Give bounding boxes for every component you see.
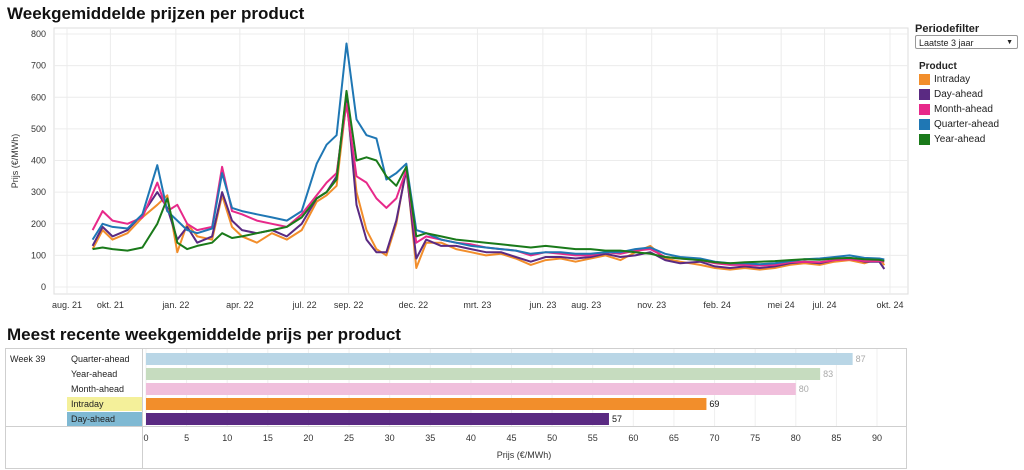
week-label: Week 39 bbox=[10, 354, 45, 364]
bar-day-ahead bbox=[146, 413, 609, 425]
x-tick-label: apr. 22 bbox=[226, 300, 254, 310]
legend-label: Intraday bbox=[934, 74, 971, 86]
legend-item[interactable]: Day-ahead bbox=[919, 89, 983, 101]
y-tick-label: 700 bbox=[31, 61, 46, 71]
x-tick-label: jan. 22 bbox=[161, 300, 189, 310]
bar-x-tick-label: 40 bbox=[466, 433, 476, 443]
series-line-year-ahead bbox=[92, 89, 885, 265]
category-label: Day-ahead bbox=[71, 414, 115, 424]
y-tick-label: 0 bbox=[41, 282, 46, 292]
x-tick-label: jun. 23 bbox=[528, 300, 556, 310]
legend-swatch bbox=[919, 134, 930, 145]
legend-label: Month-ahead bbox=[934, 104, 993, 116]
period-filter-select[interactable]: Laatste 3 jaar ▼ bbox=[915, 35, 1018, 49]
period-filter-label: Periodefilter bbox=[915, 23, 980, 35]
x-tick-label: okt. 21 bbox=[97, 300, 124, 310]
bar-x-tick-label: 15 bbox=[263, 433, 273, 443]
bar-x-tick-label: 25 bbox=[344, 433, 354, 443]
y-tick-label: 300 bbox=[31, 187, 46, 197]
bar-value-label: 69 bbox=[709, 399, 719, 409]
bar-chart-title: Meest recente weekgemiddelde prijs per p… bbox=[7, 325, 401, 344]
x-tick-label: aug. 23 bbox=[571, 300, 601, 310]
bar-x-tick-label: 80 bbox=[791, 433, 801, 443]
series-line-intraday bbox=[91, 99, 886, 271]
legend-label: Year-ahead bbox=[934, 134, 986, 146]
x-tick-label: okt. 24 bbox=[876, 300, 903, 310]
x-tick-label: jul. 22 bbox=[292, 300, 317, 310]
legend-item[interactable]: Quarter-ahead bbox=[919, 119, 999, 131]
legend-label: Quarter-ahead bbox=[934, 119, 1000, 131]
y-tick-label: 200 bbox=[31, 219, 46, 229]
line-chart: aug. 21 okt. 21 jan. 22 apr. 22 jul. 22 sep. … bbox=[10, 27, 909, 310]
bar-month-ahead bbox=[146, 383, 796, 395]
y-axis-label: Prijs (€/MWh) bbox=[10, 134, 20, 189]
bar-x-tick-label: 55 bbox=[588, 433, 598, 443]
bar-value-label: 83 bbox=[823, 369, 833, 379]
category-label: Year-ahead bbox=[71, 369, 117, 379]
category-label: Month-ahead bbox=[71, 384, 124, 394]
y-tick-label: 500 bbox=[31, 124, 46, 134]
bar-x-tick-label: 75 bbox=[750, 433, 760, 443]
x-tick-label: sep. 22 bbox=[334, 300, 364, 310]
x-tick-label: nov. 23 bbox=[637, 300, 666, 310]
bar-x-tick-label: 10 bbox=[222, 433, 232, 443]
bar-value-label: 87 bbox=[856, 354, 866, 364]
bar-x-tick-label: 35 bbox=[425, 433, 435, 443]
legend-label: Day-ahead bbox=[934, 89, 983, 101]
bar-x-tick-label: 90 bbox=[872, 433, 882, 443]
bar-x-tick-label: 30 bbox=[385, 433, 395, 443]
legend-swatch bbox=[919, 89, 930, 100]
bar-x-tick-label: 70 bbox=[710, 433, 720, 443]
series-line-day-ahead bbox=[91, 93, 886, 270]
bar-x-tick-label: 0 bbox=[143, 433, 148, 443]
bar-x-tick-label: 65 bbox=[669, 433, 679, 443]
x-tick-label: jul. 24 bbox=[812, 300, 837, 310]
x-tick-label: mrt. 23 bbox=[463, 300, 491, 310]
legend-item[interactable]: Month-ahead bbox=[919, 104, 993, 116]
category-label: Intraday bbox=[71, 399, 104, 409]
y-tick-label: 800 bbox=[31, 29, 46, 39]
bar-x-axis-label: Prijs (€/MWh) bbox=[497, 450, 552, 460]
category-highlight bbox=[67, 397, 142, 411]
y-tick-label: 600 bbox=[31, 92, 46, 102]
bar-year-ahead bbox=[146, 368, 821, 380]
bar-chart-frame bbox=[5, 348, 907, 469]
x-tick-label: mei 24 bbox=[768, 300, 795, 310]
bar-value-label: 80 bbox=[799, 384, 809, 394]
legend-item[interactable]: Year-ahead bbox=[919, 134, 985, 146]
bar-x-tick-label: 45 bbox=[506, 433, 516, 443]
legend-swatch bbox=[919, 74, 930, 85]
legend-item[interactable]: Intraday bbox=[919, 74, 970, 86]
legend-swatch bbox=[919, 104, 930, 115]
x-tick-label: feb. 24 bbox=[703, 300, 731, 310]
x-tick-label: aug. 21 bbox=[52, 300, 82, 310]
period-filter-value: Laatste 3 jaar bbox=[919, 38, 974, 48]
category-highlight bbox=[67, 412, 142, 426]
x-tick-label: dec. 22 bbox=[399, 300, 429, 310]
y-tick-label: 400 bbox=[31, 156, 46, 166]
bar-x-tick-label: 20 bbox=[303, 433, 313, 443]
line-chart-title: Weekgemiddelde prijzen per product bbox=[7, 4, 305, 23]
bar-x-tick-label: 5 bbox=[184, 433, 189, 443]
triangle-down-icon: ▼ bbox=[1006, 39, 1013, 46]
bar-intraday bbox=[146, 398, 707, 410]
legend-swatch bbox=[919, 119, 930, 130]
bar-x-tick-label: 60 bbox=[628, 433, 638, 443]
bar-x-tick-label: 50 bbox=[547, 433, 557, 443]
bar-x-tick-label: 85 bbox=[831, 433, 841, 443]
category-label: Quarter-ahead bbox=[71, 354, 130, 364]
y-tick-label: 100 bbox=[31, 250, 46, 260]
bar-quarter-ahead bbox=[146, 353, 853, 365]
bar-value-label: 57 bbox=[612, 414, 622, 424]
legend-title: Product bbox=[919, 61, 957, 72]
